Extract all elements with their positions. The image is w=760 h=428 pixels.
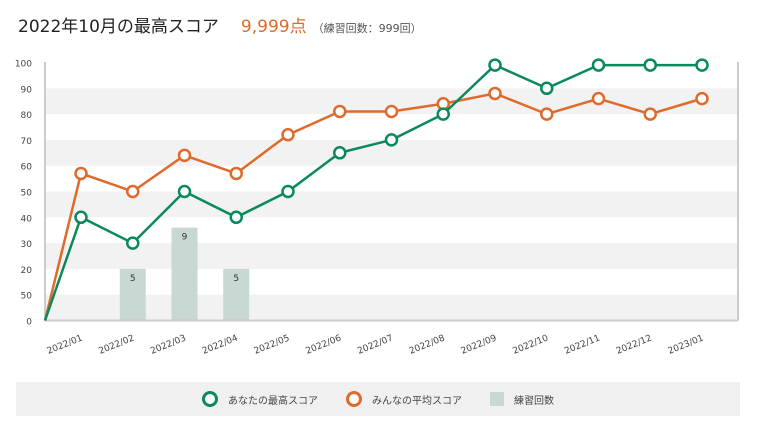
score-chart: 0 50 20 30 40 50 60 70 80 90 100 5 9 5 2022/01 2022/02 2… [15,58,739,357]
best-score: 9,999点 [240,17,307,37]
data-point [126,184,140,199]
bar-label: 9 [182,233,188,243]
data-point [281,184,295,199]
legend-label: みんなの平均スコア [372,395,462,407]
data-point [229,210,243,225]
legend-label: 練習回数 [514,395,554,407]
data-point [333,146,347,160]
x-tick-label: 2022/04 [201,333,240,356]
data-point [384,133,399,147]
legend-item-my-best[interactable]: あなたの最高スコア [202,391,318,407]
x-tick-label: 2022/12 [615,334,653,357]
practice-bar [223,268,250,321]
series-line [43,63,702,321]
bar-swatch-icon [490,392,504,406]
data-point [488,86,502,101]
data-point [695,58,709,72]
legend: あなたの最高スコア みんなの平均スコア 練習回数 [16,382,740,416]
x-tick-label: 2022/01 [46,334,84,357]
data-point [281,127,295,142]
chart-header: 2022年10月の最高スコア 9,999点 （練習回数：999回） [18,12,422,37]
data-point [126,236,140,250]
data-point [177,148,192,163]
data-point [591,58,606,72]
data-point [488,58,502,72]
data-point [591,91,606,106]
x-tick-label: 2022/10 [511,333,550,356]
x-tick-label: 2022/02 [97,334,135,357]
data-point [177,184,192,199]
chart-title: 2022年10月の最高スコア [18,17,219,37]
data-point [74,166,88,181]
legend-item-average[interactable]: みんなの平均スコア [346,391,462,407]
x-tick-label: 2023/01 [667,334,705,357]
series-line [43,92,703,321]
data-point [643,107,657,121]
x-tick-label: 2022/09 [460,333,499,356]
practice-bar [171,227,198,321]
y-tick-label: 60 [21,163,33,173]
y-tick-label: 40 [21,214,33,224]
data-point [436,107,450,121]
data-point [540,107,554,121]
legend-item-practice[interactable]: 練習回数 [490,392,554,407]
y-tick-label: 50 [21,189,33,199]
x-tick-label: 2022/07 [356,334,394,357]
data-point [229,166,243,181]
grid-band [45,191,738,218]
y-tick-label: 0 [26,318,32,328]
grid-band [45,294,738,321]
y-tick-label: 30 [21,240,33,250]
practice-count: （練習回数：999回） [312,22,422,35]
y-tick-label: 70 [21,137,33,147]
y-tick-label: 100 [15,60,32,70]
legend-label: あなたの最高スコア [228,395,318,407]
data-point [384,104,399,119]
y-tick-label: 80 [21,111,33,121]
bar-label: 5 [130,274,136,284]
data-point [643,58,657,72]
grid-band [45,243,738,269]
x-tick-label: 2022/08 [408,333,447,356]
data-point [695,91,709,106]
y-tick-label: 20 [21,266,33,276]
data-point [333,104,347,119]
y-tick-label: 50 [21,292,33,302]
practice-bar [119,268,146,321]
y-tick-label: 90 [21,85,33,95]
green-circle-icon [202,391,218,407]
orange-circle-icon [346,391,362,407]
x-tick-label: 2022/11 [563,334,601,357]
data-point [540,81,554,96]
x-tick-label: 2022/03 [149,334,187,357]
bar-label: 5 [233,274,239,284]
data-point [74,210,88,225]
x-tick-label: 2022/05 [253,334,291,357]
x-tick-label: 2022/06 [304,333,343,356]
